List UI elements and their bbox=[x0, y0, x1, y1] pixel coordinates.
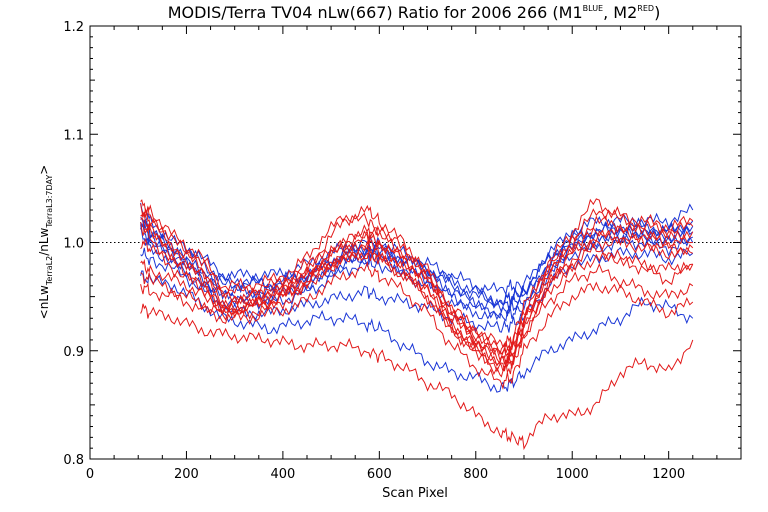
chart-title: MODIS/Terra TV04 nLw(667) Ratio for 2006… bbox=[168, 3, 661, 22]
x-tick-label: 0 bbox=[86, 467, 94, 482]
series-line-m2-10 bbox=[140, 212, 693, 362]
svg-text:MODIS/Terra TV04 nLw(667) Rati: MODIS/Terra TV04 nLw(667) Ratio for 2006… bbox=[168, 3, 661, 22]
x-tick-label: 600 bbox=[367, 467, 392, 482]
y-tick-label: 0.9 bbox=[63, 345, 84, 360]
y-tick-label: 1.2 bbox=[63, 20, 84, 35]
x-axis-label: Scan Pixel bbox=[382, 486, 448, 501]
y-tick-label: 0.8 bbox=[63, 453, 84, 468]
x-tick-label: 400 bbox=[270, 467, 295, 482]
x-axis: 0 200 400 600 800 1000 1200 bbox=[86, 26, 742, 482]
x-tick-label: 200 bbox=[174, 467, 199, 482]
series-group bbox=[140, 198, 694, 451]
series-line-m2-17 bbox=[140, 303, 694, 451]
series-line-m2-18 bbox=[140, 199, 694, 366]
y-tick-label: 1.1 bbox=[63, 128, 84, 143]
y-tick-label: 1.0 bbox=[63, 237, 84, 252]
series-line-m2-15 bbox=[140, 247, 694, 373]
title-mid: , M2 bbox=[603, 3, 637, 22]
series-line-m2-12 bbox=[140, 222, 694, 373]
title-main: MODIS/Terra TV04 nLw(667) Ratio for 2006… bbox=[168, 3, 583, 22]
series-line-m2-14 bbox=[140, 224, 693, 356]
series-line-m1-2 bbox=[140, 219, 694, 314]
title-sup-blue: BLUE bbox=[583, 4, 603, 13]
x-tick-label: 1200 bbox=[652, 467, 685, 482]
title-end: ) bbox=[654, 3, 660, 22]
y-axis-label: <nLwTerraL2/nLwTerraL3:7DAY> bbox=[37, 165, 54, 320]
x-tick-label: 1000 bbox=[556, 467, 589, 482]
x-tick-label: 800 bbox=[463, 467, 488, 482]
series-line-m1-6 bbox=[140, 246, 694, 333]
series-line-m2-8 bbox=[140, 198, 694, 348]
series-line-m2-9 bbox=[140, 207, 694, 356]
series-line-m2-16 bbox=[140, 260, 694, 390]
y-axis: 0.8 0.9 1.0 1.1 1.2 bbox=[63, 20, 741, 468]
series-line-m1-1 bbox=[140, 216, 694, 306]
title-sup-red: RED bbox=[637, 4, 654, 13]
